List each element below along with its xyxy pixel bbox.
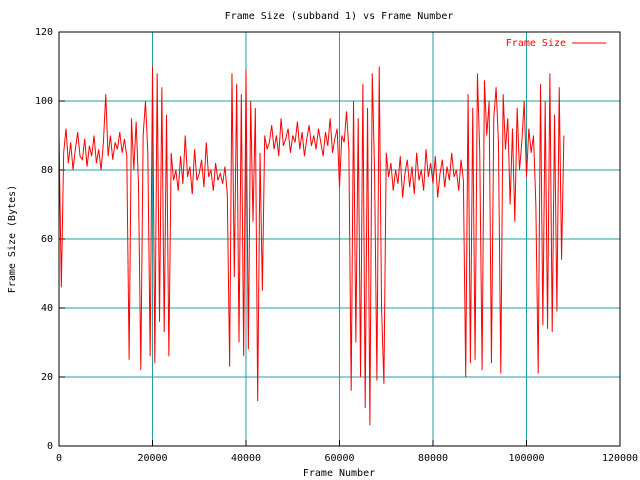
y-tick-label: 20 [41,372,53,383]
y-tick-label: 40 [41,303,53,314]
data-line [58,66,565,426]
y-tick-label: 100 [35,96,53,107]
x-tick-label: 0 [56,453,62,464]
y-tick-label: 60 [41,234,53,245]
x-tick-label: 120000 [602,453,638,464]
y-tick-label: 80 [41,165,53,176]
x-tick-label: 100000 [508,453,544,464]
x-tick-label: 40000 [231,453,261,464]
y-axis-label: Frame Size (Bytes) [7,185,18,293]
chart-title: Frame Size (subband 1) vs Frame Number [225,11,454,22]
y-tick-label: 120 [35,27,53,38]
plot-border [58,31,621,447]
x-axis-label: Frame Number [303,468,375,479]
x-tick-label: 20000 [137,453,167,464]
y-tick-label: 0 [47,441,53,452]
x-tick-label: 80000 [418,453,448,464]
legend-label: Frame Size [506,38,566,49]
x-tick-label: 60000 [324,453,354,464]
